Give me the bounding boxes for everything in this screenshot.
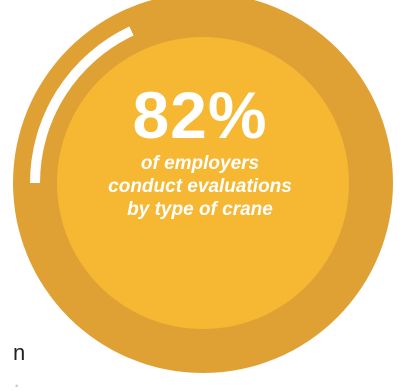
caption-line-3: by type of crane [127, 199, 273, 220]
caption-line-1: of employers [140, 153, 260, 174]
caption: of employers conduct evaluations by type… [100, 152, 300, 221]
percent-value: 82% [132, 78, 268, 152]
ring-empty-arc [30, 26, 134, 184]
caption-line-2: conduct evaluations [108, 176, 292, 197]
background-text-fragment: n [13, 340, 26, 365]
center-label: 82% of employers conduct evaluations by … [100, 82, 300, 221]
inner-disk [57, 37, 349, 329]
background-text-fragment-faded: · [13, 372, 21, 391]
